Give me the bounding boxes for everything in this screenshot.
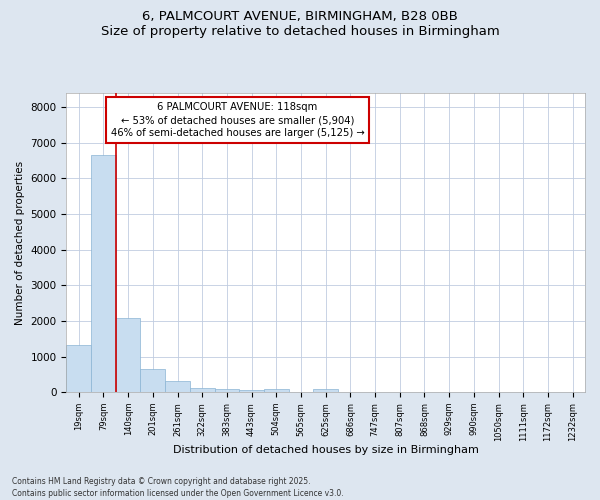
Bar xyxy=(215,390,239,392)
Text: 6 PALMCOURT AVENUE: 118sqm
← 53% of detached houses are smaller (5,904)
46% of s: 6 PALMCOURT AVENUE: 118sqm ← 53% of deta… xyxy=(110,102,364,139)
Bar xyxy=(116,318,140,392)
Y-axis label: Number of detached properties: Number of detached properties xyxy=(15,160,25,324)
Bar xyxy=(165,382,190,392)
Bar xyxy=(239,390,264,392)
Bar xyxy=(91,154,116,392)
Bar xyxy=(140,369,165,392)
Text: Contains HM Land Registry data © Crown copyright and database right 2025.
Contai: Contains HM Land Registry data © Crown c… xyxy=(12,476,344,498)
Text: 6, PALMCOURT AVENUE, BIRMINGHAM, B28 0BB
Size of property relative to detached h: 6, PALMCOURT AVENUE, BIRMINGHAM, B28 0BB… xyxy=(101,10,499,38)
Bar xyxy=(264,390,289,392)
Bar xyxy=(313,390,338,392)
Bar xyxy=(67,346,91,392)
X-axis label: Distribution of detached houses by size in Birmingham: Distribution of detached houses by size … xyxy=(173,445,479,455)
Bar xyxy=(190,388,215,392)
